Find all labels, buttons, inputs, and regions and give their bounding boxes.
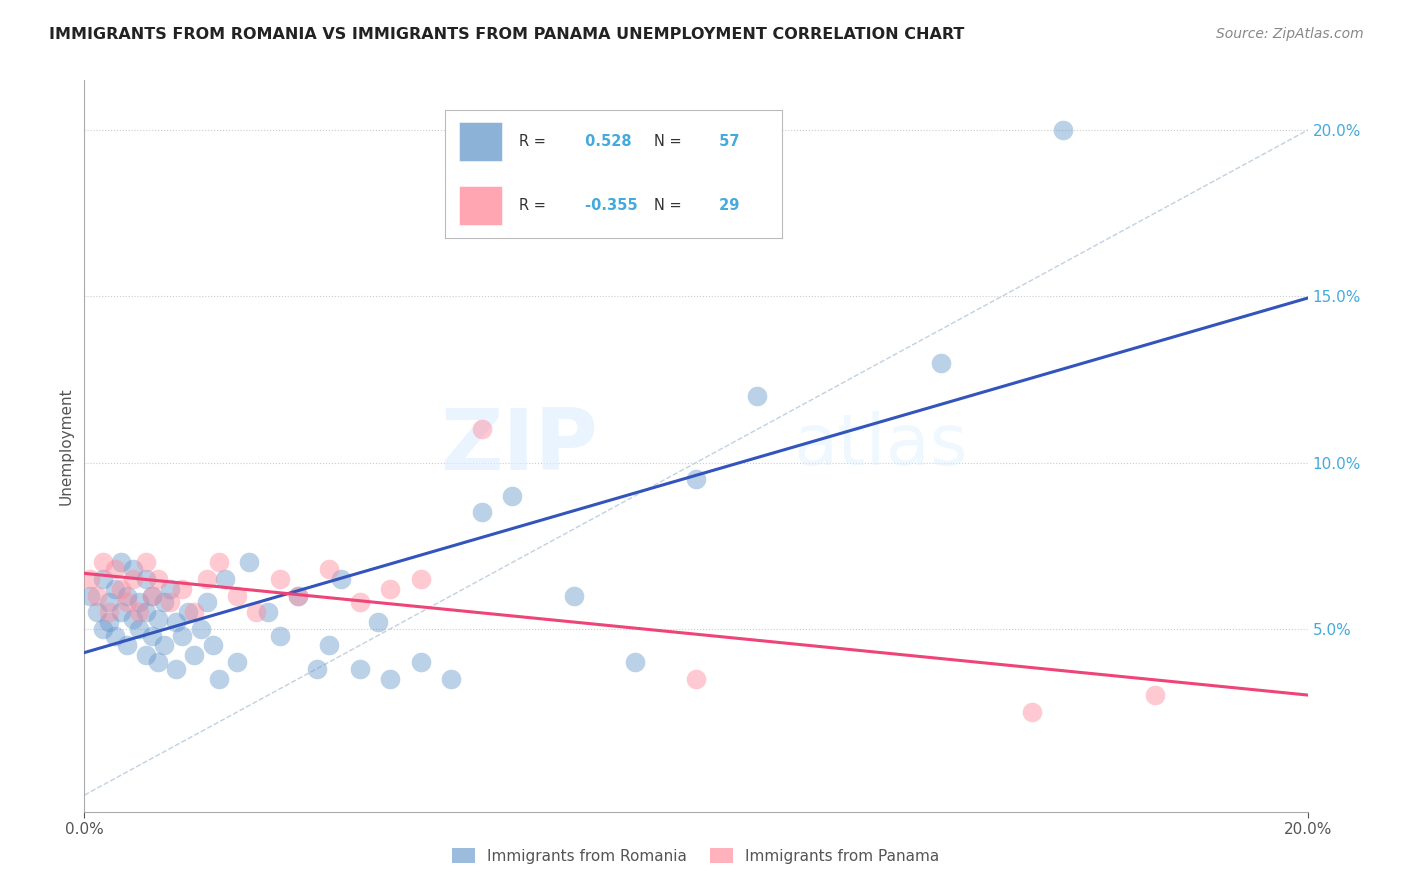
Point [146, 612, 169, 626]
Point [165, 615, 187, 630]
Point [287, 589, 309, 603]
Point [471, 506, 494, 520]
Point [153, 595, 176, 609]
Point [624, 655, 647, 669]
Point [177, 605, 200, 619]
Point [122, 612, 145, 626]
Point [115, 589, 138, 603]
Point [195, 572, 218, 586]
Point [128, 595, 150, 609]
Text: atlas: atlas [794, 411, 969, 481]
Point [91, 622, 114, 636]
Point [172, 582, 194, 596]
Point [159, 582, 181, 596]
Point [226, 589, 249, 603]
Point [97, 615, 120, 630]
Point [1021, 705, 1043, 719]
Point [141, 589, 163, 603]
Point [471, 422, 494, 436]
Point [330, 572, 353, 586]
Point [110, 582, 132, 596]
Point [238, 555, 260, 569]
Point [380, 582, 402, 596]
Point [190, 622, 212, 636]
Point [685, 672, 707, 686]
Point [440, 672, 463, 686]
Legend: Immigrants from Romania, Immigrants from Panama: Immigrants from Romania, Immigrants from… [446, 842, 946, 870]
Point [269, 628, 291, 642]
Point [349, 595, 371, 609]
Point [141, 628, 163, 642]
Point [135, 605, 157, 619]
Point [104, 562, 127, 576]
Point [128, 622, 150, 636]
Point [146, 572, 169, 586]
Point [409, 572, 432, 586]
Point [245, 605, 267, 619]
Point [257, 605, 280, 619]
Point [929, 356, 952, 370]
Point [104, 628, 127, 642]
Point [97, 595, 120, 609]
Text: IMMIGRANTS FROM ROMANIA VS IMMIGRANTS FROM PANAMA UNEMPLOYMENT CORRELATION CHART: IMMIGRANTS FROM ROMANIA VS IMMIGRANTS FR… [49, 27, 965, 42]
Point [141, 589, 163, 603]
Y-axis label: Unemployment: Unemployment [58, 387, 73, 505]
Point [159, 595, 181, 609]
Point [86, 589, 108, 603]
Point [135, 572, 157, 586]
Point [226, 655, 249, 669]
Point [86, 605, 108, 619]
Point [318, 562, 340, 576]
Point [747, 389, 769, 403]
Point [128, 605, 150, 619]
Point [146, 655, 169, 669]
Point [214, 572, 236, 586]
Point [115, 639, 138, 653]
Point [91, 572, 114, 586]
Point [115, 595, 138, 609]
Point [97, 605, 120, 619]
Point [1052, 123, 1074, 137]
Point [208, 672, 231, 686]
Point [318, 639, 340, 653]
Point [153, 639, 176, 653]
Point [104, 582, 127, 596]
Point [367, 615, 389, 630]
Point [195, 595, 218, 609]
Point [122, 562, 145, 576]
Point [1143, 689, 1166, 703]
Point [349, 662, 371, 676]
Point [79, 572, 101, 586]
Point [183, 605, 205, 619]
Point [110, 555, 132, 569]
Point [208, 555, 231, 569]
Point [135, 648, 157, 663]
Point [502, 489, 524, 503]
Point [135, 555, 157, 569]
Point [409, 655, 432, 669]
Text: Source: ZipAtlas.com: Source: ZipAtlas.com [1216, 27, 1364, 41]
Point [122, 572, 145, 586]
Point [172, 628, 194, 642]
Text: ZIP: ZIP [440, 404, 598, 488]
Point [183, 648, 205, 663]
Point [685, 472, 707, 486]
Point [165, 662, 187, 676]
Point [269, 572, 291, 586]
Point [110, 605, 132, 619]
Point [562, 589, 585, 603]
Point [380, 672, 402, 686]
Point [91, 555, 114, 569]
Point [287, 589, 309, 603]
Point [201, 639, 224, 653]
Point [305, 662, 328, 676]
Point [79, 589, 101, 603]
